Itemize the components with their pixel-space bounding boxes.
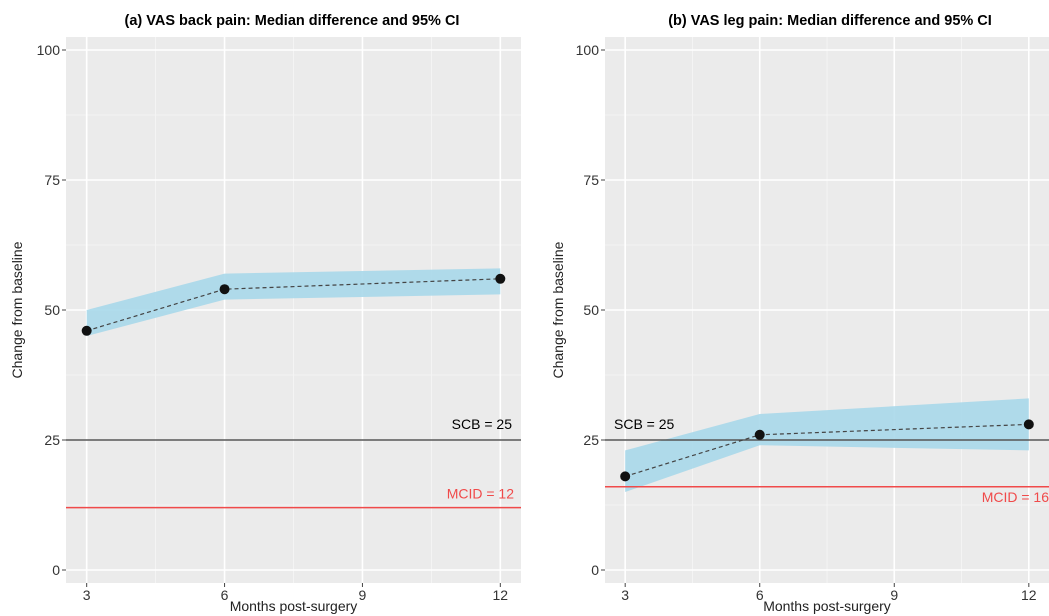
x-tick-label: 6 [221,587,229,603]
chart-panel-a: (a) VAS back pain: Median difference and… [9,13,521,614]
confidence-band [86,268,501,336]
y-tick-label: 0 [52,562,60,578]
x-tick-label: 3 [83,587,91,603]
y-tick-label: 100 [576,42,600,58]
y-tick-label: 75 [44,172,60,188]
chart-title: (a) VAS back pain: Median difference and… [125,13,460,29]
x-tick-label: 12 [1021,587,1037,603]
scb-label: SCB = 25 [614,416,675,432]
y-tick-label: 75 [583,172,599,188]
mcid-label: MCID = 16 [982,489,1049,505]
y-tick-label: 100 [37,42,61,58]
scb-label: SCB = 25 [452,416,513,432]
y-tick-label: 50 [583,302,599,318]
y-axis-label: Change from baseline [9,241,25,378]
mcid-label: MCID = 12 [447,486,515,502]
data-point [219,284,230,295]
y-tick-label: 50 [44,302,60,318]
y-tick-label: 25 [44,432,60,448]
data-point [1023,419,1034,430]
chart-title: (b) VAS leg pain: Median difference and … [668,13,992,29]
x-axis-label: Months post-surgery [230,598,358,614]
data-point [754,429,765,440]
chart-panel-b: (b) VAS leg pain: Median difference and … [550,13,1049,614]
x-tick-label: 6 [756,587,764,603]
y-tick-label: 25 [583,432,599,448]
x-tick-label: 3 [621,587,629,603]
x-tick-label: 12 [493,587,509,603]
data-point [81,325,92,336]
x-tick-label: 9 [890,587,898,603]
data-point [495,273,506,284]
data-point [620,471,631,482]
x-axis-label: Months post-surgery [763,598,891,614]
y-axis-label: Change from baseline [550,241,566,378]
y-tick-label: 0 [591,562,599,578]
confidence-band [625,398,1029,492]
x-tick-label: 9 [359,587,367,603]
